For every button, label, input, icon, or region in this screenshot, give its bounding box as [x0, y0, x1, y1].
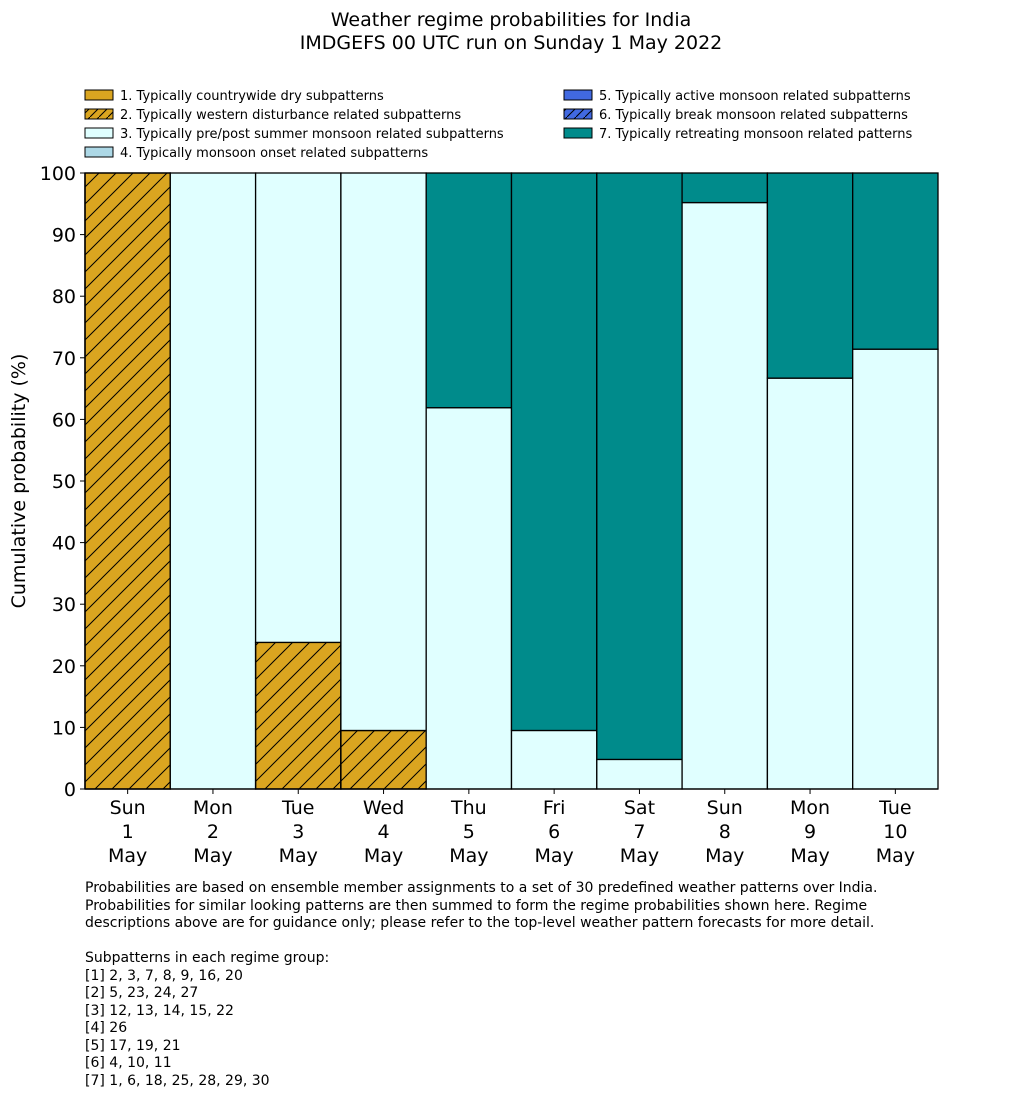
y-tick-label: 100 [40, 163, 76, 185]
x-tick-label: 5 [463, 821, 475, 843]
x-tick-label: May [279, 845, 318, 867]
x-tick-label: 9 [804, 821, 816, 843]
legend-item: 3. Typically pre/post summer monsoon rel… [84, 127, 504, 142]
legend-item: 7. Typically retreating monsoon related … [563, 127, 912, 142]
chart-title: Weather regime probabilities for India [331, 9, 692, 31]
x-tick-label: May [620, 845, 659, 867]
bar-segment [340, 172, 427, 732]
x-tick-label: May [449, 845, 488, 867]
y-tick-label: 70 [52, 348, 76, 370]
x-tick-label: May [108, 845, 147, 867]
x-tick-label: 10 [883, 821, 907, 843]
bar-segment [681, 201, 769, 790]
y-tick-label: 0 [64, 779, 76, 801]
x-tick-label: 1 [122, 821, 134, 843]
bar-segment [852, 172, 939, 350]
legend-item: 6. Typically break monsoon related subpa… [563, 108, 908, 123]
bar-segment [425, 172, 513, 409]
x-tick-label: May [790, 845, 829, 867]
bar-hatch [340, 729, 427, 790]
x-tick-label: Wed [363, 797, 404, 819]
x-tick-label: Sun [110, 797, 146, 819]
bar-segment [169, 172, 257, 790]
y-tick-label: 50 [52, 471, 76, 493]
x-tick-label: 8 [719, 821, 731, 843]
legend-swatch [84, 146, 114, 158]
x-tick-label: May [364, 845, 403, 867]
x-tick-label: Mon [790, 797, 830, 819]
legend-item: 2. Typically western disturbance related… [84, 108, 461, 123]
legend-swatch [563, 89, 593, 101]
bar-hatch [254, 641, 342, 790]
bar-segment [596, 172, 683, 761]
axes: 0102030405060708090100Sun1MayMon2MayTue3… [40, 163, 938, 867]
y-tick-label: 90 [52, 225, 76, 247]
x-tick-label: May [705, 845, 744, 867]
legend-label: 2. Typically western disturbance related… [120, 108, 461, 123]
legend-label: 3. Typically pre/post summer monsoon rel… [120, 127, 504, 142]
x-tick-label: Thu [450, 797, 487, 819]
y-tick-label: 80 [52, 286, 76, 308]
bar-segment [596, 758, 683, 790]
bar-segment [766, 377, 854, 790]
y-tick-label: 30 [52, 594, 76, 616]
x-tick-label: 4 [378, 821, 390, 843]
bar-segment [510, 172, 598, 732]
chart-subtitle: IMDGEFS 00 UTC run on Sunday 1 May 2022 [300, 32, 723, 54]
x-tick-label: 3 [292, 821, 304, 843]
bars [84, 172, 939, 790]
legend-swatch [84, 89, 114, 101]
x-tick-label: Fri [543, 797, 566, 819]
legend-item: 1. Typically countrywide dry subpatterns [84, 89, 384, 104]
bar-segment [852, 348, 939, 790]
bar-segment [254, 172, 342, 644]
x-tick-label: Tue [281, 797, 314, 819]
notes: Probabilities are based on ensemble memb… [85, 880, 878, 1089]
legend-swatch [563, 127, 593, 139]
legend-item: 5. Typically active monsoon related subp… [563, 89, 911, 104]
legend-label: 5. Typically active monsoon related subp… [599, 89, 911, 104]
y-axis-label: Cumulative probability (%) [8, 354, 30, 609]
y-tick-label: 20 [52, 656, 76, 678]
legend: 1. Typically countrywide dry subpatterns… [84, 89, 912, 161]
x-tick-label: May [193, 845, 232, 867]
legend-label: 4. Typically monsoon onset related subpa… [120, 146, 428, 161]
x-tick-label: 7 [633, 821, 645, 843]
x-tick-label: Sat [624, 797, 655, 819]
bar-segment [766, 172, 854, 379]
x-tick-label: 6 [548, 821, 560, 843]
bar-segment [425, 407, 513, 790]
x-tick-label: Tue [878, 797, 911, 819]
y-tick-label: 60 [52, 409, 76, 431]
x-tick-label: Sun [707, 797, 743, 819]
legend-label: 1. Typically countrywide dry subpatterns [120, 89, 384, 104]
legend-swatch [84, 127, 114, 139]
legend-label: 6. Typically break monsoon related subpa… [599, 108, 908, 123]
legend-label: 7. Typically retreating monsoon related … [599, 127, 912, 142]
bar-segment [681, 172, 769, 204]
bar-segment [510, 729, 598, 790]
y-tick-label: 40 [52, 533, 76, 555]
x-tick-label: Mon [193, 797, 233, 819]
x-tick-label: May [876, 845, 915, 867]
legend-item: 4. Typically monsoon onset related subpa… [84, 146, 428, 161]
bar-hatch [84, 172, 171, 790]
x-tick-label: May [535, 845, 574, 867]
x-tick-label: 2 [207, 821, 219, 843]
y-tick-label: 10 [52, 717, 76, 739]
